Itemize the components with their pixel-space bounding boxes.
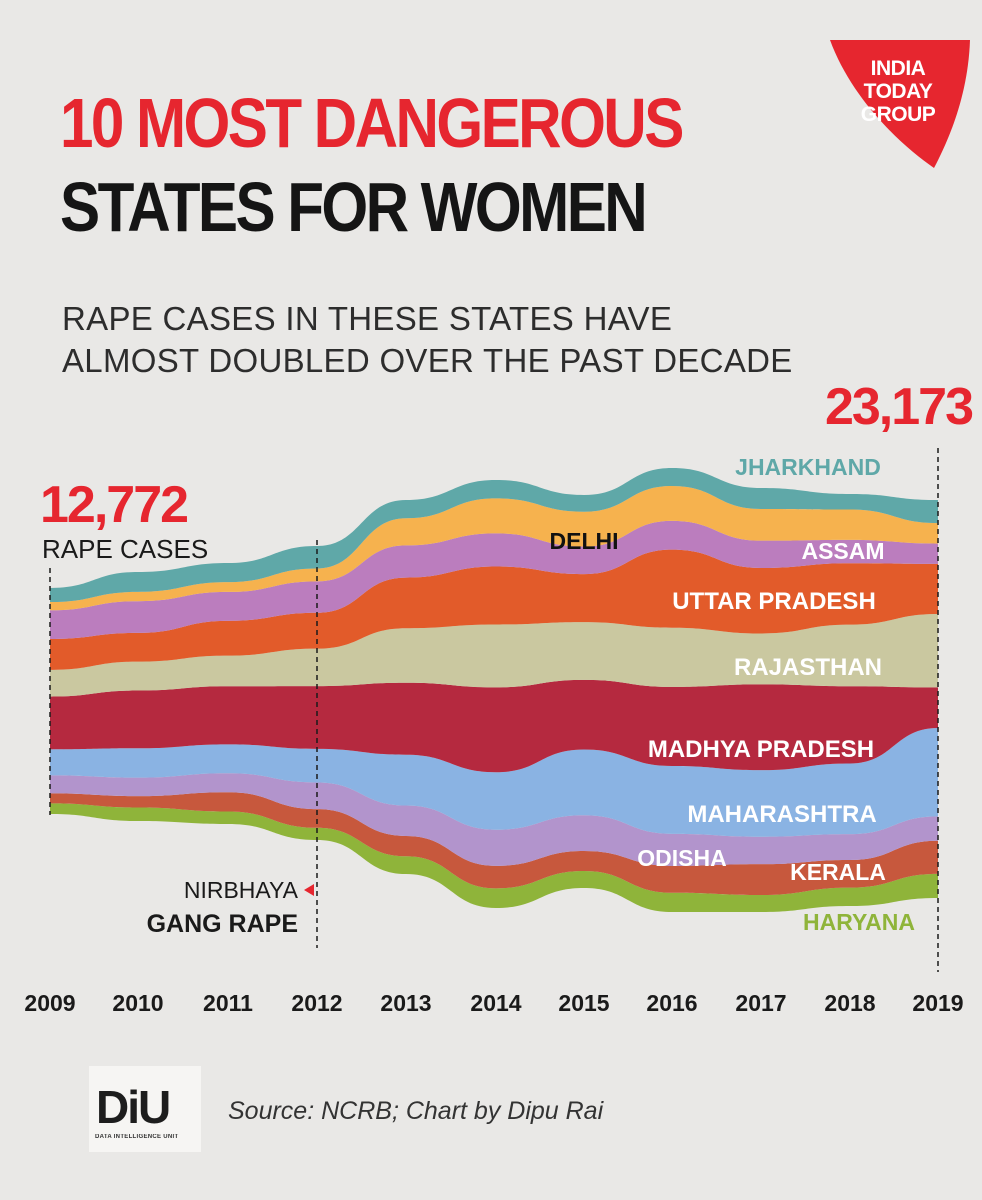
start-total-value: 12,772 (40, 476, 187, 534)
series-label-rajasthan: RAJASTHAN (734, 654, 882, 681)
series-band-delhi (50, 485, 938, 611)
x-tick-label: 2017 (735, 990, 786, 1016)
series-band-rajasthan (50, 613, 938, 697)
series-label-maharashtra: MAHARASHTRA (687, 801, 876, 828)
diu-logo (89, 1066, 201, 1152)
annotation-line-2: GANG RAPE (147, 910, 298, 938)
series-label-odisha: ODISHA (637, 845, 726, 871)
series-band-kerala (50, 792, 938, 896)
logo-shield-shape (830, 40, 970, 168)
x-tick-label: 2014 (470, 990, 521, 1016)
x-tick-label: 2012 (291, 990, 342, 1016)
diu-logo-text: DiU (96, 1081, 171, 1133)
diu-logo-subtext: DATA INTELLIGENCE UNIT (95, 1134, 179, 1140)
india-today-logo (830, 40, 970, 168)
chart-subtitle-line-1: RAPE CASES IN THESE STATES HAVE (62, 300, 673, 337)
x-tick-label: 2018 (824, 990, 875, 1016)
logo-text-line-3: GROUP (860, 103, 936, 126)
logo-text-line-2: TODAY (863, 80, 933, 103)
start-total-label: RAPE CASES (42, 534, 208, 564)
series-band-odisha (50, 773, 938, 866)
annotation-line-1: NIRBHAYA (184, 877, 299, 903)
logo-text-line-1: INDIA (870, 57, 926, 80)
series-label-madhya-pradesh: MADHYA PRADESH (648, 736, 874, 763)
x-tick-label: 2013 (380, 990, 431, 1016)
series-label-delhi: DELHI (550, 528, 619, 554)
series-label-assam: ASSAM (801, 538, 884, 564)
chart-subtitle-line-2: ALMOST DOUBLED OVER THE PAST DECADE (62, 342, 793, 379)
x-tick-label: 2019 (912, 990, 963, 1016)
x-tick-label: 2015 (558, 990, 609, 1016)
series-band-haryana (50, 803, 938, 912)
series-band-assam (50, 520, 938, 639)
x-tick-label: 2010 (112, 990, 163, 1016)
chart-title-line-1: 10 MOST DANGEROUS (60, 84, 684, 162)
series-band-maharashtra (50, 728, 938, 837)
series-band-jharkhand (50, 468, 938, 603)
series-label-jharkhand: JHARKHAND (735, 454, 881, 480)
series-band-uttar-pradesh (50, 549, 938, 670)
end-total-value: 23,173 (825, 380, 973, 436)
source-credit: Source: NCRB; Chart by Dipu Rai (228, 1097, 604, 1125)
x-tick-label: 2009 (24, 990, 75, 1016)
series-label-kerala: KERALA (790, 859, 886, 885)
x-tick-label: 2011 (203, 990, 253, 1016)
annotation-arrow-icon (304, 884, 314, 896)
chart-title-line-2: STATES FOR WOMEN (60, 168, 648, 246)
streamgraph-chart: 2009 2010 2011 2012 2013 2014 2015 2016 2017 2018… (24, 380, 975, 1016)
series-label-uttar-pradesh: UTTAR PRADESH (672, 588, 876, 615)
x-tick-label: 2016 (646, 990, 697, 1016)
series-band-madhya-pradesh (50, 679, 938, 773)
series-label-haryana: HARYANA (803, 909, 915, 935)
